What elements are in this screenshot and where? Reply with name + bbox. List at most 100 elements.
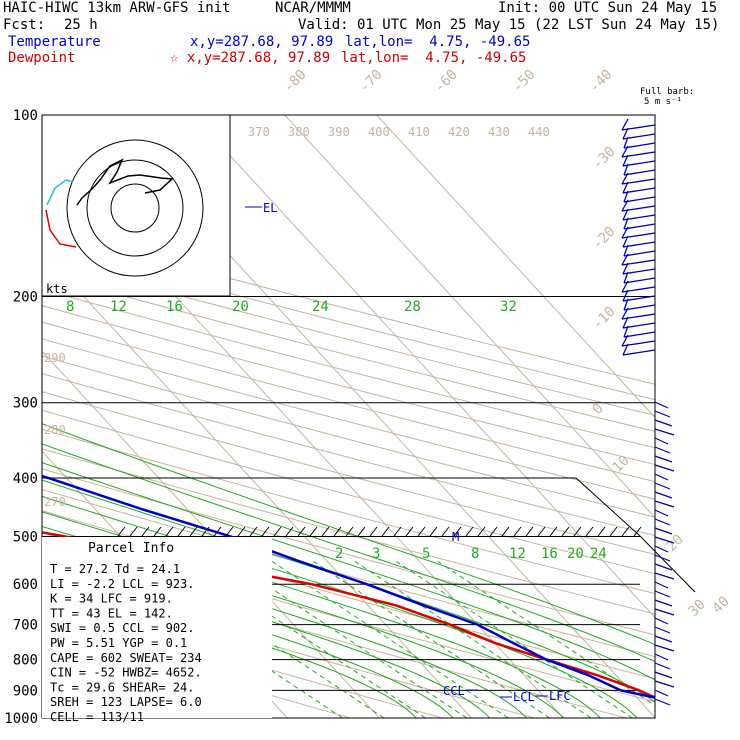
dry-adiabat	[42, 409, 655, 575]
theta-label: 420	[448, 125, 470, 139]
isotherm	[284, 115, 655, 519]
isotherm-label: -30	[590, 144, 619, 173]
wind-barb	[654, 563, 673, 571]
wind-barb	[654, 680, 675, 688]
dry-adiabat	[42, 448, 655, 615]
hatch-mark	[465, 526, 474, 537]
hatch-mark	[249, 526, 258, 537]
wind-barb	[622, 133, 656, 140]
organization-label: NCAR/MMMM	[275, 0, 351, 16]
wind-barb	[622, 241, 656, 248]
hatch-mark	[273, 526, 282, 537]
hatch-mark	[189, 526, 198, 537]
forecast-hour: 25 h	[64, 17, 98, 33]
hodograph-kts-label: kts	[46, 282, 68, 296]
isotherm	[42, 250, 472, 718]
pressure-tick-label: 400	[13, 471, 38, 487]
hodograph-ring	[86, 159, 184, 257]
wind-barb	[621, 334, 629, 347]
theta-label: 270	[44, 495, 66, 509]
theta-label: 430	[488, 125, 510, 139]
isotherm	[376, 115, 655, 419]
isotherm-label: -40	[587, 67, 616, 96]
ccl-label: CCL	[443, 684, 465, 698]
diagram-edge	[639, 535, 696, 593]
dry-adiabat	[42, 338, 655, 500]
mixing-ratio-label: 32	[500, 299, 517, 315]
m-label: M	[452, 530, 459, 544]
hatch-mark	[213, 526, 222, 537]
hatch-mark	[393, 526, 402, 537]
wind-barb	[622, 235, 629, 248]
dry-adiabat	[42, 468, 655, 636]
hatch-mark	[501, 526, 510, 537]
theta-label: 410	[408, 125, 430, 139]
wind-barb	[623, 277, 656, 284]
diagram-edge	[575, 477, 641, 537]
temperature-latlon: lat,lon= 4.75, -49.65	[345, 34, 531, 50]
hatch-mark	[597, 526, 606, 537]
el-label: EL	[263, 201, 277, 215]
isotherm-label: -70	[357, 67, 386, 96]
mixing-ratio-label: 12	[509, 546, 526, 562]
hatch-mark	[549, 526, 558, 537]
dewpoint-latlon: lat,lon= 4.75, -49.65	[341, 50, 527, 66]
wind-barb	[654, 545, 669, 553]
parcel-info-row: CIN = -52 HWBZ= 4652.	[50, 666, 202, 680]
wind-barb	[622, 181, 629, 194]
dry-adiabat	[42, 577, 535, 718]
wind-barb	[622, 295, 656, 302]
hatch-mark	[117, 526, 126, 537]
wind-barb	[654, 662, 671, 670]
mixing-ratio-line	[396, 561, 633, 718]
wind-barb	[654, 626, 671, 634]
dewpoint-legend: Dewpoint	[8, 50, 76, 66]
lcl-label: LCL	[513, 690, 535, 704]
mixing-ratio-line	[313, 561, 550, 718]
mixing-ratio-line	[354, 561, 592, 718]
wind-barb	[654, 644, 675, 652]
parcel-info-row: PW = 5.51 YGP = 0.1	[50, 636, 187, 650]
dry-adiabat	[42, 602, 443, 718]
hatch-mark	[321, 526, 330, 537]
wind-barb	[654, 536, 675, 544]
wind-barb	[654, 401, 669, 409]
hatch-mark	[369, 526, 378, 537]
wind-barb	[622, 268, 656, 275]
hatch-mark	[609, 526, 618, 537]
wind-barb	[621, 172, 629, 185]
wind-barb	[623, 244, 629, 257]
mixing-ratio-label: 8	[471, 546, 479, 562]
hatch-mark	[141, 526, 150, 537]
isotherm-label: -60	[432, 67, 461, 96]
sounding-header: HAIC-HIWC 13km ARW-GFS init NCAR/MMMM In…	[0, 0, 740, 70]
parcel-info-row: T = 27.2 Td = 24.1	[50, 562, 180, 576]
hodograph-trace	[76, 158, 174, 206]
mixing-ratio-line	[271, 561, 509, 718]
wind-barb	[623, 190, 629, 203]
mixing-ratio-label: 16	[166, 299, 183, 315]
hatch-mark	[477, 526, 486, 537]
isotherm-label: -20	[590, 224, 619, 253]
theta-label: 440	[528, 125, 550, 139]
theta-label: 290	[44, 351, 66, 365]
wind-barb	[654, 608, 675, 616]
hatch-mark	[417, 526, 426, 537]
dewpoint-xy: ☆ x,y=287.68, 97.89	[170, 50, 331, 66]
mixing-ratio-label: 8	[66, 299, 74, 315]
valid-time: Valid: 01 UTC Mon 25 May 15 (22 LST Sun …	[298, 17, 720, 33]
wind-barb	[654, 689, 669, 697]
theta-label: 370	[248, 125, 270, 139]
pressure-tick-label: 600	[13, 577, 38, 593]
wind-barb	[654, 617, 669, 625]
wind-barb	[622, 289, 629, 302]
wind-barb	[654, 428, 675, 436]
wind-barb	[654, 437, 669, 445]
hatch-mark	[621, 526, 630, 537]
parcel-info-row: CAPE = 602 SWEAT= 234	[50, 651, 202, 665]
dry-adiabat	[42, 305, 655, 466]
wind-barb	[654, 455, 673, 463]
hatch-mark	[537, 526, 546, 537]
wind-barb	[654, 671, 673, 679]
